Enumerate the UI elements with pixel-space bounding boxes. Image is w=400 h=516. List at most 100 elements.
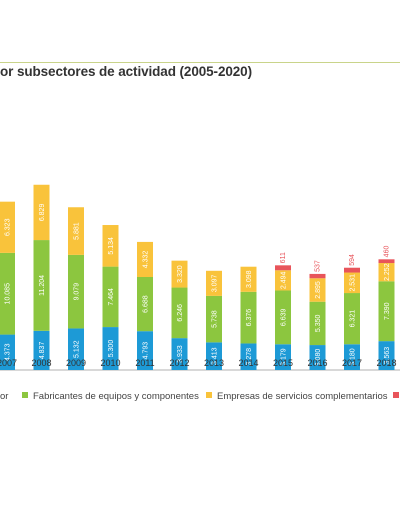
tick-label-2007: 2007	[0, 358, 17, 368]
tick-label-2014: 2014	[238, 358, 258, 368]
bar-2017-series-0	[344, 344, 360, 370]
bar-2016-series-0	[309, 345, 326, 370]
bar-2017-series-2	[344, 272, 360, 294]
header-rule	[0, 62, 400, 63]
data-label-2018-series-2: 2.252	[384, 263, 391, 281]
data-label-2013-series-0: 3.413	[212, 347, 219, 365]
x-tick-labels: 2007 2008 2009 2010 2011 2012 2013 2014 2015 2016…	[0, 358, 397, 368]
tick-label-2008: 2008	[31, 358, 51, 368]
data-label-2013-series-1: 5.738	[212, 310, 219, 328]
data-label-2010-series-0: 5.300	[108, 340, 115, 358]
tick-label-2017: 2017	[342, 358, 362, 368]
bar-2011-series-0	[137, 331, 153, 370]
data-label-2010-series-1: 7.464	[108, 288, 115, 306]
bar-2009-series-1	[68, 254, 84, 329]
data-label-2013-series-2: 3.097	[212, 274, 219, 292]
tick-label-2018: 2018	[376, 358, 396, 368]
data-label-2008-series-0: 4.837	[39, 342, 46, 360]
tick-label-2011: 2011	[135, 358, 154, 368]
bar-2015-series-0	[275, 344, 291, 370]
data-label-2007-series-2: 6.323	[5, 218, 12, 236]
legend-item-1: Fabricantes de equipos y componentes	[22, 391, 199, 402]
bar-2012-series-1	[171, 287, 188, 339]
bar-2014-series-1	[240, 291, 257, 344]
tick-label-2010: 2010	[100, 358, 120, 368]
bar-2017-series-3	[344, 267, 360, 273]
tick-label-2015: 2015	[273, 358, 293, 368]
bar-2015-series-3	[275, 265, 291, 271]
bar-2018-series-2	[378, 263, 395, 282]
bar-2018-series-0	[378, 341, 395, 370]
data-label-2008-series-1: 11.204	[39, 275, 46, 296]
bar-2016-series-1	[309, 301, 326, 346]
bar-2008-series-0	[33, 330, 50, 370]
bar-2007-series-1	[0, 252, 15, 335]
data-label-2016-series-3: 537	[315, 260, 322, 272]
data-label-2010-series-2: 5.134	[108, 237, 115, 255]
bar-2008-series-2	[33, 184, 50, 241]
data-label-2011-series-0: 4.793	[143, 342, 150, 360]
bar-2009-series-2	[68, 207, 84, 255]
data-label-2009-series-2: 5.881	[74, 222, 81, 240]
bar-2013-series-2	[206, 270, 222, 296]
data-label-2009-series-1: 9.079	[74, 283, 81, 301]
data-label-2014-series-2: 3.098	[246, 270, 253, 288]
legend-item-3	[393, 391, 400, 402]
data-label-2017-series-1: 6.321	[350, 310, 357, 328]
legend-label-2: Empresas de servicios complementarios	[217, 391, 388, 402]
bar-2011-series-1	[137, 277, 153, 332]
tick-label-2013: 2013	[204, 358, 224, 368]
legend-swatch-red	[393, 392, 399, 399]
bar-2013-series-1	[206, 295, 222, 343]
data-label-2008-series-2: 6.829	[39, 204, 46, 222]
tick-label-2016: 2016	[307, 358, 327, 368]
data-label-2018-series-0: 3.563	[384, 347, 391, 365]
data-label-2012-series-2: 3.320	[177, 265, 184, 283]
legend-label-1: Fabricantes de equipos y componentes	[33, 391, 199, 402]
tick-label-2012: 2012	[169, 358, 189, 368]
bar-2018-series-3	[378, 259, 395, 264]
stacked-bar-chart: 4.373 10.085 6.323 4.837 11.204 6.829 5.132 9.0…	[0, 184, 400, 371]
legend-label-0: or	[0, 391, 9, 402]
chart-title: or subsectores de actividad (2005-2020)	[0, 64, 252, 79]
bar-2010-series-1	[102, 266, 119, 328]
legend-swatch-yellow	[206, 392, 212, 399]
data-label-2015-series-3: 611	[280, 252, 287, 263]
data-label-2011-series-2: 4.332	[143, 251, 150, 269]
bar-2014-series-2	[240, 266, 257, 292]
data-label-2007-series-1: 10.085	[5, 283, 12, 305]
bar-2010-series-2	[102, 225, 119, 267]
data-label-2017-series-0: 3.180	[350, 348, 357, 366]
bar-2018-series-1	[378, 281, 395, 342]
bar-2013-series-0	[206, 342, 222, 370]
data-label-2017-series-2: 2.531	[350, 274, 357, 292]
data-label-2015-series-2: 2.494	[281, 272, 288, 290]
data-label-2016-series-1: 5.350	[315, 315, 322, 333]
data-label-2015-series-1: 6.639	[281, 309, 288, 327]
legend-item-0: or	[0, 391, 8, 402]
tick-label-2009: 2009	[66, 358, 86, 368]
data-label-2014-series-1: 6.376	[246, 309, 253, 327]
bar-2011-series-2	[137, 241, 153, 278]
data-label-2016-series-0: 3.080	[315, 349, 322, 367]
data-label-2016-series-2: 2.895	[315, 281, 322, 299]
bar-2010-series-0	[102, 327, 119, 370]
data-label-2015-series-0: 3.179	[281, 348, 288, 366]
data-label-2011-series-1: 6.688	[143, 295, 150, 313]
bar-2016-series-3	[309, 273, 326, 279]
legend-item-2: Empresas de servicios complementarios	[206, 391, 388, 402]
bar-2016-series-2	[309, 278, 326, 302]
bar-2008-series-1	[33, 240, 50, 331]
bar-2014-series-0	[240, 343, 257, 370]
data-label-2007-series-0: 4.373	[5, 343, 12, 361]
bar-2007-series-0	[0, 334, 15, 370]
data-label-2009-series-0: 5.132	[74, 340, 81, 358]
bar-2012-series-2	[171, 260, 188, 288]
legend-swatch-green	[22, 392, 28, 399]
bar-2017-series-1	[344, 293, 360, 345]
bar-2015-series-1	[275, 290, 291, 345]
bar-2007-series-2	[0, 201, 15, 253]
bar-2012-series-0	[171, 338, 188, 370]
data-label-2017-series-3: 594	[349, 254, 356, 266]
bar-2015-series-2	[275, 270, 291, 291]
